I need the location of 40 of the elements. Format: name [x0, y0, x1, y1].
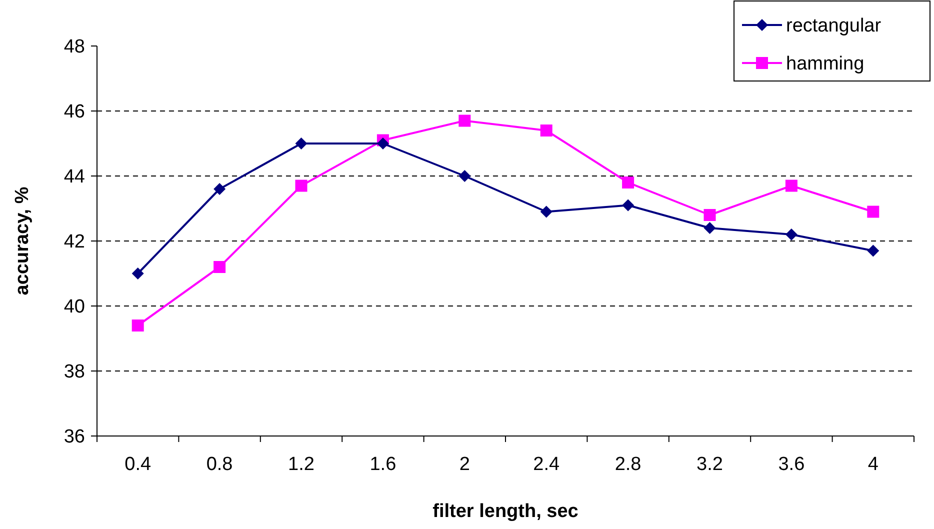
point	[214, 261, 226, 273]
x-tick-label: 2.8	[614, 454, 642, 475]
legend-label: hamming	[786, 54, 864, 75]
x-axis-title: filter length, sec	[432, 501, 579, 522]
x-tick-label: 0.8	[206, 454, 233, 475]
point	[785, 228, 798, 240]
point	[622, 176, 634, 188]
point	[704, 209, 716, 221]
point	[867, 206, 880, 218]
x-tick-label: 1.6	[370, 454, 396, 475]
y-tick-label: 46	[64, 102, 85, 123]
point	[540, 124, 552, 136]
point	[458, 114, 471, 127]
x-tick-label: 4	[868, 454, 879, 475]
point	[458, 170, 471, 182]
x-tick-label: 0.4	[124, 454, 152, 475]
y-tick-label: 36	[64, 426, 85, 448]
point	[376, 138, 389, 150]
point	[295, 180, 308, 192]
x-tick-label: 2	[459, 454, 470, 475]
y-tick-label: 38	[64, 362, 85, 383]
y-tick-label: 44	[64, 166, 86, 188]
point	[132, 268, 144, 280]
x-tick-label: 2.4	[533, 454, 560, 475]
point	[785, 180, 798, 192]
point	[540, 206, 552, 218]
y-axis-title: accuracy, %	[12, 186, 33, 296]
point	[295, 138, 308, 150]
point	[622, 199, 634, 212]
x-tick-label: 1.2	[288, 454, 314, 475]
point	[867, 244, 880, 257]
point	[704, 222, 716, 234]
x-tick-label: 3.6	[778, 454, 805, 475]
legend-label: rectangular	[786, 16, 882, 37]
y-tick-label: 40	[64, 296, 85, 318]
y-tick-label: 48	[64, 36, 85, 58]
y-tick-label: 42	[64, 232, 85, 253]
x-tick-label: 3.2	[696, 454, 723, 475]
point	[214, 183, 226, 195]
point	[132, 320, 144, 332]
